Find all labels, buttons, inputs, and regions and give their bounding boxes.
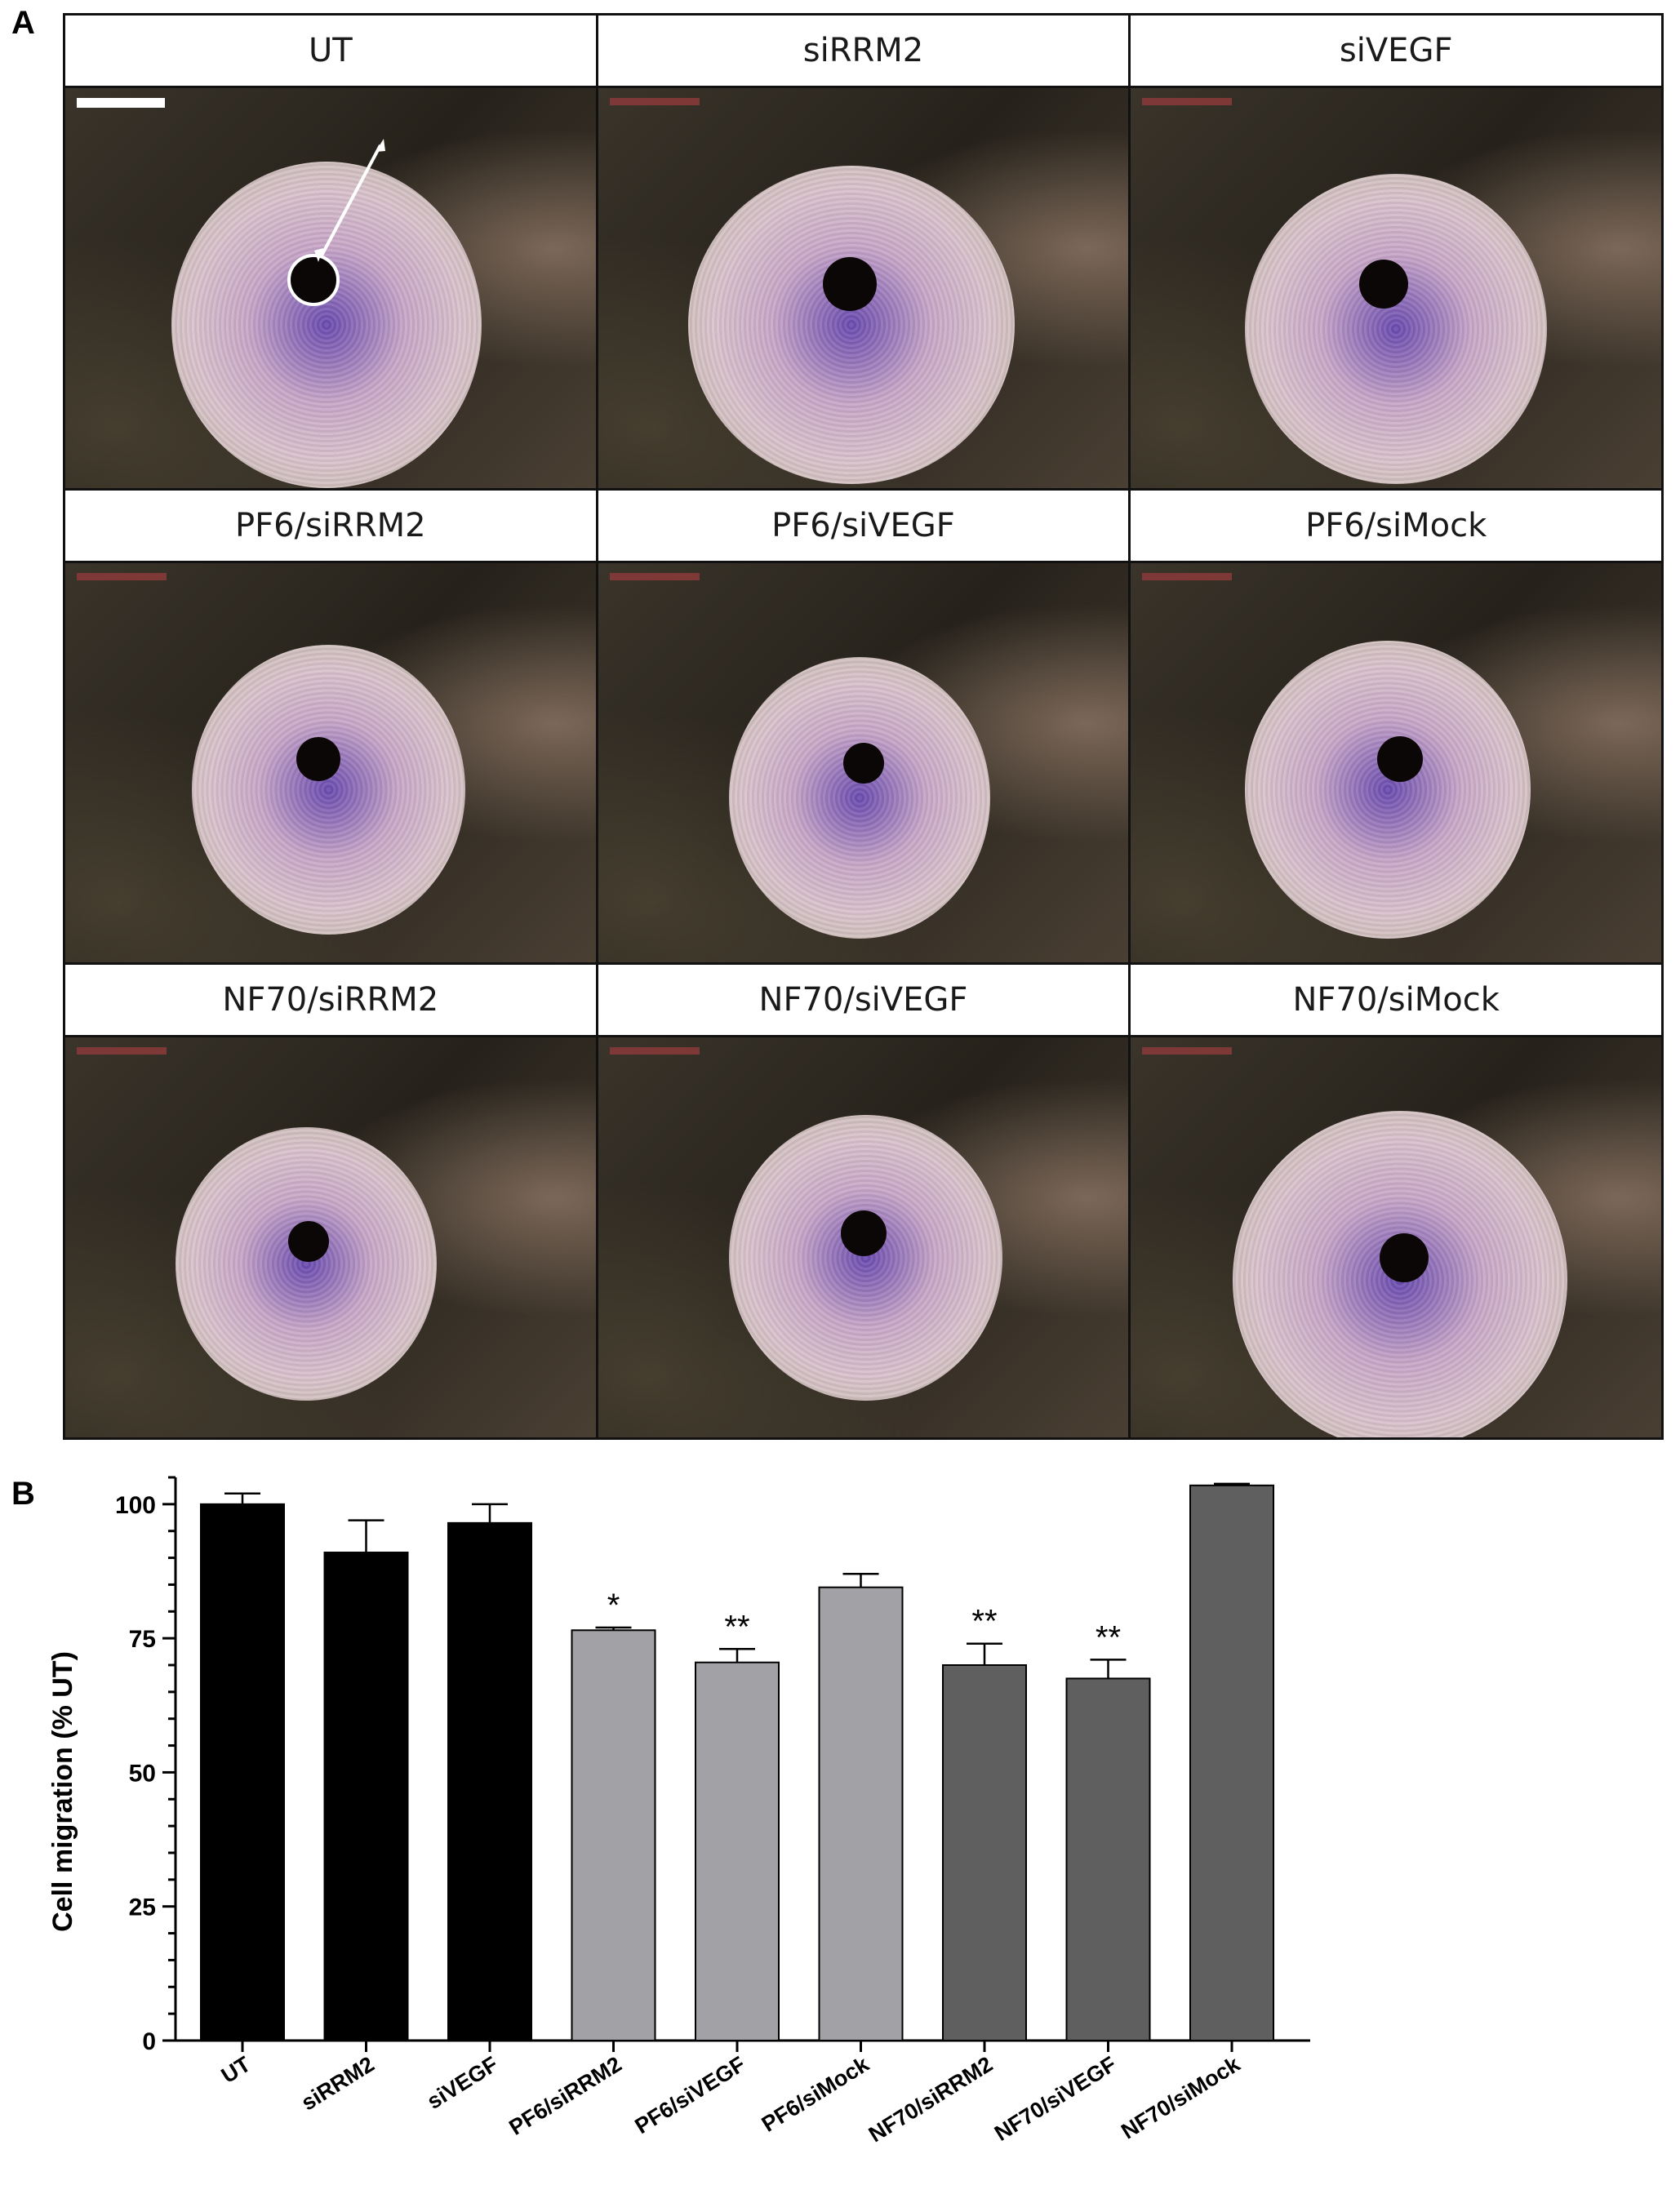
scale-bar xyxy=(1142,572,1233,580)
bar xyxy=(571,1629,656,2042)
cell-colony xyxy=(1245,640,1531,939)
x-tick-label: NF70/siVEGF xyxy=(990,2052,1121,2146)
bar-chart: 0 25 50 75 100 Cell migration (% UT) UT siRRM2 s… xyxy=(47,1476,1310,2147)
x-tick-label: siRRM2 xyxy=(297,2052,379,2116)
micrograph-image xyxy=(65,562,596,963)
micrograph-image xyxy=(1131,1037,1661,1437)
well-hole xyxy=(1380,1233,1429,1283)
tile-label: NF70/siMock xyxy=(1131,965,1661,1038)
scale-bar xyxy=(1142,98,1233,105)
scale-bar xyxy=(1142,1047,1233,1055)
panel-b-letter: B xyxy=(11,1476,35,1512)
cell-colony xyxy=(171,162,482,488)
scale-bar xyxy=(609,98,700,105)
tile-label: PF6/siMock xyxy=(1131,490,1661,563)
scale-bar xyxy=(609,572,700,580)
scale-bar xyxy=(609,1047,700,1055)
radius-arrow-icon xyxy=(314,139,385,262)
well-hole xyxy=(296,736,340,781)
tile-nf70-simock: NF70/siMock xyxy=(1131,965,1661,1437)
x-tick-label: PF6/siVEGF xyxy=(630,2052,749,2139)
y-tick-label: 75 xyxy=(129,1626,156,1653)
micrograph-image xyxy=(65,1037,596,1437)
x-tick-label: NF70/siRRM2 xyxy=(864,2052,997,2147)
y-tick-label: 100 xyxy=(115,1492,156,1519)
micrograph-image xyxy=(598,562,1129,963)
well-hole xyxy=(822,257,877,311)
y-tick-label: 25 xyxy=(129,1894,156,1921)
tile-label: NF70/siRRM2 xyxy=(65,965,596,1038)
bar xyxy=(1065,1677,1151,2041)
x-tick-label: PF6/siMock xyxy=(758,2051,874,2137)
panel-a-letter: A xyxy=(11,5,35,41)
bar xyxy=(942,1664,1027,2041)
tile-pf6-sivegf: PF6/siVEGF xyxy=(598,490,1129,963)
bar xyxy=(695,1661,780,2041)
y-axis-title: Cell migration (% UT) xyxy=(47,1651,78,1932)
significance-label: ** xyxy=(724,1609,749,1645)
tile-label: siVEGF xyxy=(1131,16,1661,88)
tile-label: UT xyxy=(65,16,596,88)
tile-label: PF6/siRRM2 xyxy=(65,490,596,563)
well-hole xyxy=(1377,735,1424,782)
well-hole xyxy=(288,1221,329,1263)
cell-colony xyxy=(728,1115,1002,1401)
micrograph-image xyxy=(1131,562,1661,963)
x-tick-label: siVEGF xyxy=(423,2052,502,2114)
micrograph-image xyxy=(598,1037,1129,1437)
cell-colony xyxy=(176,1127,437,1401)
tile-label: NF70/siVEGF xyxy=(598,965,1129,1038)
cell-colony xyxy=(687,166,1015,484)
well-hole xyxy=(842,742,884,784)
significance-label: * xyxy=(607,1588,620,1623)
tile-nf70-sivegf: NF70/siVEGF xyxy=(598,965,1129,1437)
well-hole xyxy=(287,254,340,306)
cell-colony xyxy=(1245,174,1548,484)
y-tick-label: 50 xyxy=(129,1760,156,1787)
scale-bar xyxy=(77,572,167,580)
bar xyxy=(323,1552,409,2041)
scale-bar xyxy=(77,98,165,108)
well-hole xyxy=(1359,260,1409,309)
significance-label: ** xyxy=(971,1604,997,1640)
y-tick-label: 0 xyxy=(142,2028,156,2055)
tile-pf6-sirrm2: PF6/siRRM2 xyxy=(65,490,596,963)
tile-sirrm2: siRRM2 xyxy=(598,16,1129,488)
scale-bar xyxy=(77,1047,167,1055)
bar xyxy=(1189,1484,1274,2042)
bar xyxy=(818,1586,904,2041)
micrograph-image xyxy=(65,88,596,488)
bar xyxy=(200,1503,285,2042)
x-tick-label: UT xyxy=(217,2051,256,2088)
tile-label: PF6/siVEGF xyxy=(598,490,1129,563)
well-hole xyxy=(840,1210,887,1257)
tile-label: siRRM2 xyxy=(598,16,1129,88)
tile-ut: UT xyxy=(65,16,596,488)
tile-sivegf: siVEGF xyxy=(1131,16,1661,488)
micrograph-grid: UT siRRM2 siVEGF xyxy=(63,13,1664,1440)
micrograph-image xyxy=(1131,88,1661,488)
cell-colony xyxy=(192,644,465,935)
significance-label: ** xyxy=(1096,1619,1121,1655)
x-tick-label: NF70/siMock xyxy=(1117,2051,1245,2143)
bar xyxy=(447,1521,532,2042)
cell-colony xyxy=(728,656,990,939)
tile-pf6-simock: PF6/siMock xyxy=(1131,490,1661,963)
x-tick-label: PF6/siRRM2 xyxy=(504,2052,625,2140)
micrograph-image xyxy=(598,88,1129,488)
tile-nf70-sirrm2: NF70/siRRM2 xyxy=(65,965,596,1437)
